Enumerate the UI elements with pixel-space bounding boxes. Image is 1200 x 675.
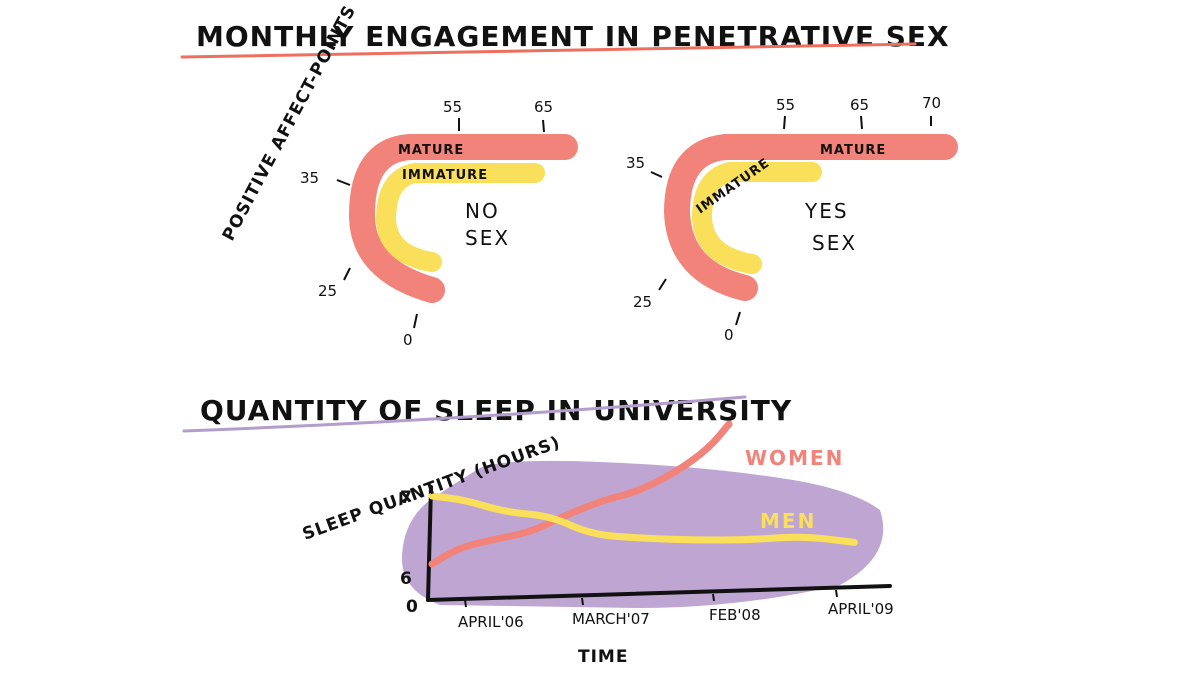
band-label-immature: IMMATURE <box>402 168 488 183</box>
band-immature-yes-sex <box>691 162 822 274</box>
series-line-men <box>428 492 858 546</box>
y-tick-label: 7 <box>400 488 413 508</box>
series-line-women <box>428 420 733 568</box>
tick-label: 35 <box>626 154 645 172</box>
tick-marks <box>336 118 545 329</box>
tick-label: 0 <box>403 331 413 349</box>
tick-label: 65 <box>534 98 553 116</box>
band-mature-no-sex <box>348 134 578 303</box>
y-axis <box>426 485 433 602</box>
tick-label: 25 <box>633 293 652 311</box>
tick-label: 65 <box>850 96 869 114</box>
panel-no-sex: MATURE IMMATURE NO SEX 0 25 35 55 65 <box>300 98 578 349</box>
y-tick-label: 6 <box>400 569 413 589</box>
tick-label: 70 <box>922 94 941 112</box>
background-blob <box>401 460 884 608</box>
y-tick-label: 0 <box>406 597 419 617</box>
section-title-engagement: MONTHLY ENGAGEMENT IN PENETRATIVE SEX <box>196 20 950 53</box>
title-underline-sleep <box>182 395 747 433</box>
x-axis <box>426 584 892 602</box>
tick-label: 55 <box>443 98 462 116</box>
title-underline-engagement <box>180 42 917 59</box>
x-axis-label: TIME <box>578 647 628 667</box>
series-label-women: WOMEN <box>745 446 844 470</box>
series-layer <box>428 420 858 568</box>
tick-label: 25 <box>318 282 337 300</box>
band-immature-no-sex <box>375 163 545 272</box>
tick-label: 55 <box>776 96 795 114</box>
series-label-men: MEN <box>760 509 816 533</box>
x-tick-label: FEB'08 <box>709 606 761 624</box>
condition-label: YES <box>804 199 849 223</box>
band-mature-yes-sex <box>663 134 958 301</box>
tick-marks <box>650 115 932 326</box>
tick-label: 0 <box>724 326 734 344</box>
panel-yes-sex: MATURE IMMATURE YES SEX 0 25 35 55 65 70 <box>626 94 958 344</box>
tick-label: 35 <box>300 169 319 187</box>
condition-label: SEX <box>465 226 510 250</box>
section-title-sleep: QUANTITY OF SLEEP IN UNIVERSITY <box>200 394 792 427</box>
x-tick-label: APRIL'06 <box>458 613 524 631</box>
band-label-mature: MATURE <box>398 143 464 158</box>
condition-label: SEX <box>812 231 857 255</box>
x-tick-marks <box>464 589 838 608</box>
band-label-mature: MATURE <box>820 143 886 158</box>
x-tick-label: APRIL'09 <box>828 600 894 618</box>
x-tick-label: MARCH'07 <box>572 610 650 628</box>
condition-label: NO <box>465 199 500 223</box>
